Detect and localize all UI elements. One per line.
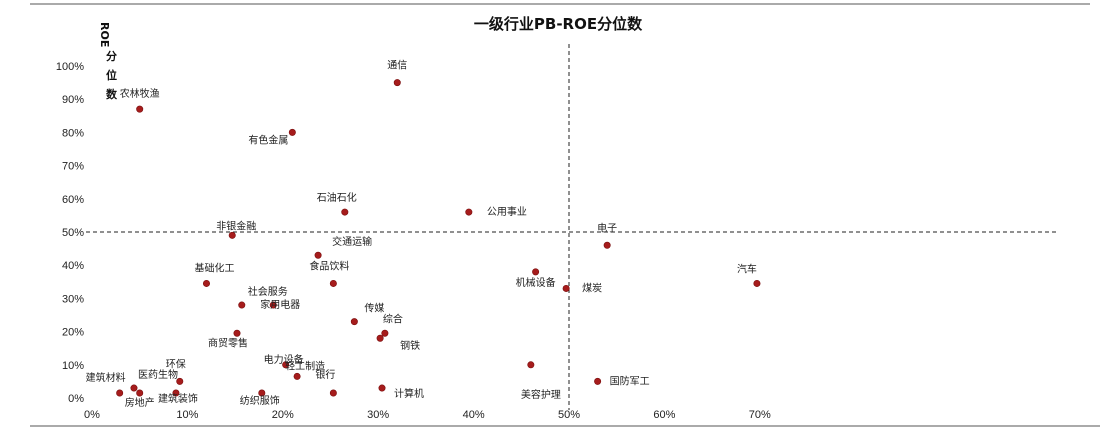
data-point xyxy=(378,384,386,392)
data-point xyxy=(532,268,540,276)
data-point xyxy=(753,279,761,287)
data-point xyxy=(228,231,236,239)
x-tick-label: 40% xyxy=(463,409,485,421)
data-point xyxy=(238,301,246,309)
data-point xyxy=(329,279,337,287)
data-point xyxy=(376,334,384,342)
x-tick-label: 30% xyxy=(367,409,389,421)
data-point xyxy=(116,389,124,397)
data-point xyxy=(393,79,401,87)
data-point-label: 电子 xyxy=(597,221,617,234)
y-tick-label: 20% xyxy=(62,327,84,339)
data-point-label: 石油石化 xyxy=(317,191,357,204)
data-point-label: 医药生物 xyxy=(138,368,178,381)
data-point-label: 银行 xyxy=(315,368,335,381)
y-tick-label: 100% xyxy=(56,61,84,73)
data-point xyxy=(527,361,535,369)
data-point-label: 非银金融 xyxy=(216,219,256,232)
data-point xyxy=(258,389,266,397)
data-point-label: 建筑材料 xyxy=(86,371,126,384)
data-point xyxy=(314,251,322,259)
x-axis-ticks: 0% 10% 20% 30% 40% 50% 60% 70% xyxy=(84,409,771,421)
data-point-label: 交通运输 xyxy=(332,235,372,248)
y-axis-label: 分位数 ROE xyxy=(98,22,118,101)
data-point-label: 轻工制造 xyxy=(285,359,325,372)
data-point-label: 农林牧渔 xyxy=(120,87,160,100)
data-point-label: 房地产 xyxy=(125,396,155,409)
data-point-label: 美容护理 xyxy=(521,388,561,401)
y-tick-label: 0% xyxy=(68,393,84,405)
data-point-label: 商贸零售 xyxy=(208,336,248,349)
data-point-label: 煤炭 xyxy=(582,281,602,294)
data-point xyxy=(603,241,611,249)
data-point xyxy=(233,329,241,337)
chart-title: 一级行业PB-ROE分位数 xyxy=(474,15,643,33)
data-point xyxy=(341,208,349,216)
y-tick-label: 30% xyxy=(62,293,84,305)
data-point xyxy=(350,318,358,326)
data-point-label: 社会服务 xyxy=(248,285,288,298)
data-point xyxy=(282,361,290,369)
data-point-label: 基础化工 xyxy=(194,261,234,274)
x-tick-label: 60% xyxy=(653,409,675,421)
data-point xyxy=(329,389,337,397)
y-tick-label: 90% xyxy=(62,94,84,106)
data-point-label: 食品饮料 xyxy=(309,259,349,272)
y-tick-label: 50% xyxy=(62,227,84,239)
data-point-label: 计算机 xyxy=(394,387,424,400)
data-point xyxy=(136,105,144,113)
data-point-label: 家用电器 xyxy=(260,298,300,311)
y-tick-label: 40% xyxy=(62,260,84,272)
data-point xyxy=(202,279,210,287)
data-point-label: 电力设备 xyxy=(264,353,304,366)
y-tick-label: 70% xyxy=(62,161,84,173)
data-point xyxy=(594,377,602,385)
data-point xyxy=(562,284,570,292)
y-axis-ticks: 0% 10% 20% 30% 40% 50% 60% 70% 80% 90% 100% xyxy=(56,61,84,405)
x-tick-label: 50% xyxy=(558,409,580,421)
data-point xyxy=(293,372,301,380)
data-point-label: 传媒 xyxy=(364,303,384,315)
x-tick-label: 10% xyxy=(176,409,198,421)
data-point xyxy=(269,301,277,309)
y-axis-label-text: 分位数 xyxy=(106,49,118,101)
x-tick-label: 20% xyxy=(272,409,294,421)
data-point-label: 有色金属 xyxy=(248,133,288,146)
data-point-label: 汽车 xyxy=(737,262,757,275)
data-point xyxy=(172,389,180,397)
data-point-label: 环保 xyxy=(166,357,186,370)
data-point-label: 综合 xyxy=(383,312,403,325)
data-point xyxy=(381,329,389,337)
y-axis-label-roe: ROE xyxy=(98,22,111,47)
data-point xyxy=(288,128,296,136)
y-tick-label: 80% xyxy=(62,127,84,139)
y-tick-label: 60% xyxy=(62,194,84,206)
data-point xyxy=(136,389,144,397)
data-point xyxy=(176,377,184,385)
data-point-label: 国防军工 xyxy=(610,374,650,387)
data-point-label: 通信 xyxy=(387,60,407,72)
data-point-label: 机械设备 xyxy=(516,276,556,289)
x-tick-label: 70% xyxy=(749,409,771,421)
y-tick-label: 10% xyxy=(62,360,84,372)
data-point-label: 纺织服饰 xyxy=(240,394,280,407)
data-point xyxy=(130,384,138,392)
data-point xyxy=(465,208,473,216)
data-point-label: 建筑装饰 xyxy=(158,392,198,405)
data-point-label: 钢铁 xyxy=(400,339,420,352)
data-point-label: 公用事业 xyxy=(487,205,527,218)
x-tick-label: 0% xyxy=(84,409,100,421)
